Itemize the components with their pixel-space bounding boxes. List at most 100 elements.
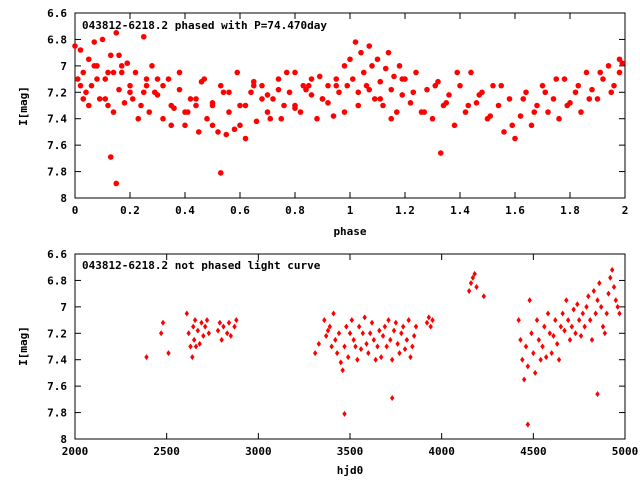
data-point: [547, 330, 553, 337]
data-point: [523, 89, 529, 96]
data-point: [342, 410, 347, 417]
data-point: [516, 317, 521, 324]
data-point: [369, 319, 375, 326]
data-point: [105, 69, 111, 76]
x-tick-label: 4500: [520, 445, 547, 458]
data-point: [118, 69, 125, 76]
data-point: [192, 317, 198, 324]
data-point: [83, 89, 89, 96]
data-point: [281, 102, 287, 109]
data-point: [193, 96, 199, 102]
data-point: [355, 89, 362, 96]
data-point: [616, 56, 623, 63]
data-point: [201, 332, 206, 339]
data-point: [347, 330, 353, 337]
data-point: [336, 330, 342, 337]
data-point: [443, 100, 450, 106]
data-point: [226, 109, 232, 115]
data-point: [344, 323, 349, 330]
data-point: [303, 86, 309, 93]
y-axis-label: I[mag]: [17, 86, 30, 126]
data-point: [201, 76, 208, 82]
data-point: [589, 336, 595, 343]
data-point: [127, 89, 133, 96]
data-point: [399, 330, 404, 337]
data-point: [204, 317, 210, 324]
data-points: [72, 30, 626, 187]
data-point: [481, 293, 487, 300]
data-point: [611, 284, 617, 291]
data-point: [132, 69, 139, 76]
data-point: [360, 69, 367, 76]
data-point: [371, 96, 378, 102]
data-point: [413, 69, 419, 76]
data-point: [377, 96, 384, 102]
data-point: [532, 369, 538, 376]
data-point: [113, 30, 120, 36]
data-point: [367, 330, 373, 337]
data-point: [591, 288, 597, 294]
data-point: [219, 336, 224, 343]
data-point: [300, 82, 307, 89]
data-point: [259, 82, 265, 89]
x-tick-label: 5000: [612, 445, 639, 458]
data-point: [424, 319, 430, 326]
x-tick-label: 0.4: [175, 204, 195, 217]
data-point: [375, 343, 380, 350]
data-point: [77, 82, 84, 89]
data-point: [531, 350, 536, 357]
data-point: [191, 323, 196, 330]
data-point: [221, 323, 226, 330]
data-point: [446, 92, 452, 98]
data-point: [553, 76, 560, 82]
data-point: [160, 82, 166, 89]
y-tick-label: 7.6: [47, 380, 67, 393]
data-point: [616, 69, 623, 76]
data-point: [572, 89, 579, 96]
data-point: [217, 170, 224, 176]
data-point: [472, 270, 477, 277]
data-point: [388, 336, 393, 343]
data-point: [432, 82, 439, 89]
data-point: [234, 317, 239, 324]
data-point: [575, 301, 580, 308]
data-point: [182, 109, 188, 115]
data-point: [228, 332, 234, 339]
data-point: [457, 82, 463, 89]
data-point: [232, 323, 237, 330]
data-point: [374, 56, 381, 63]
data-point: [250, 78, 257, 85]
data-point: [113, 180, 120, 187]
data-point: [334, 350, 340, 357]
data-point: [349, 317, 355, 324]
data-point: [308, 92, 315, 98]
x-tick-label: 2500: [153, 445, 180, 458]
data-point: [322, 317, 327, 324]
data-point: [369, 63, 375, 69]
data-point: [217, 82, 224, 89]
data-point: [580, 310, 586, 317]
data-point: [325, 327, 331, 334]
x-tick-label: 1.6: [505, 204, 525, 217]
data-point: [551, 332, 556, 339]
data-point: [429, 115, 436, 122]
data-point: [589, 86, 595, 93]
data-point: [355, 356, 360, 363]
x-axis-label: hjd0: [337, 464, 364, 477]
data-point: [88, 82, 95, 89]
data-point: [582, 323, 587, 330]
y-tick-label: 7: [60, 301, 67, 314]
data-point: [411, 332, 417, 339]
data-point: [338, 359, 344, 366]
data-point: [540, 343, 545, 350]
y-tick-label: 7.6: [47, 139, 67, 152]
data-point: [85, 102, 92, 109]
data-point: [191, 336, 197, 343]
data-point: [597, 69, 604, 76]
data-point: [399, 76, 406, 82]
x-tick-label: 1.8: [560, 204, 580, 217]
data-point: [158, 330, 164, 337]
data-point: [345, 354, 351, 361]
data-point: [520, 356, 525, 363]
data-point: [487, 113, 494, 119]
